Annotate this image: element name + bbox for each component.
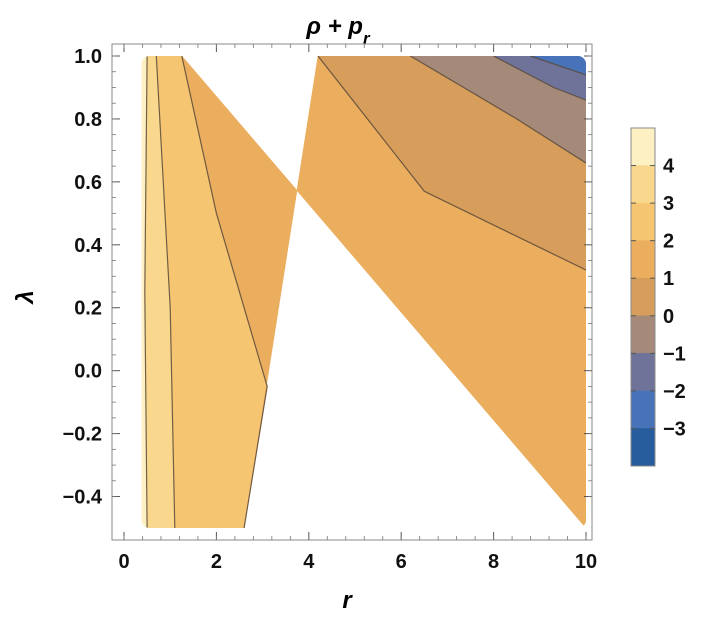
x-tick-label: 6 <box>396 551 407 573</box>
y-tick-label: −0.2 <box>63 424 102 446</box>
colorbar-band <box>630 277 656 317</box>
x-tick-label: 4 <box>303 551 315 573</box>
colorbar-band <box>630 202 656 241</box>
colorbar-tick-label: −1 <box>663 343 686 365</box>
colorbar-tick-label: −3 <box>663 418 686 440</box>
y-tick-label: 1.0 <box>74 46 102 68</box>
y-tick-label: 0.2 <box>74 298 102 320</box>
contour-line <box>317 56 586 271</box>
axes: 0 2 4 6 8 10 −0.4 −0.2 0.0 0.2 0.4 0.6 0.8 1.0 <box>63 43 597 573</box>
x-tick-label: 10 <box>575 551 597 573</box>
y-tick-label: 0.8 <box>74 109 102 131</box>
x-tick-label: 8 <box>488 551 499 573</box>
y-tick-label: 0.0 <box>74 361 102 383</box>
colorbar-tick-label: 0 <box>663 306 674 328</box>
colorbar-band <box>630 127 656 166</box>
colorbar-tick-label: −2 <box>663 381 686 403</box>
chart-title-main: ρ + p <box>305 13 363 40</box>
contour-regions <box>141 56 586 528</box>
y-tick-label: −0.4 <box>63 487 103 509</box>
y-tick-label: 0.4 <box>74 235 103 257</box>
y-axis-label: λ <box>12 290 39 305</box>
colorbar: 4 3 2 1 0 −1 −2 −3 <box>630 127 686 467</box>
contour-line <box>410 56 586 164</box>
colorbar-tick-label: 3 <box>663 193 674 215</box>
contour-line <box>155 56 176 528</box>
colorbar-band <box>630 353 656 392</box>
plot-area <box>112 44 592 540</box>
x-axis-label: r <box>342 587 353 614</box>
colorbar-tick-label: 1 <box>663 268 674 290</box>
colorbar-frame <box>630 127 656 467</box>
contour-line <box>144 56 148 528</box>
chart-title: ρ + pr <box>305 13 371 48</box>
y-tick-label: 0.6 <box>74 172 102 194</box>
colorbar-band <box>630 240 656 279</box>
colorbar-tick-label: 2 <box>663 231 674 253</box>
x-tick-label: 2 <box>211 551 222 573</box>
colorbar-band <box>630 390 656 429</box>
colorbar-tick-label: 4 <box>663 156 675 178</box>
contour-line <box>181 56 268 528</box>
contour-line <box>530 56 586 76</box>
colorbar-band <box>630 315 656 354</box>
chart-title-subscript: r <box>363 29 371 48</box>
colorbar-band <box>630 428 656 467</box>
contour-line <box>493 56 586 101</box>
x-tick-label: 0 <box>118 551 129 573</box>
colorbar-band <box>630 165 656 204</box>
